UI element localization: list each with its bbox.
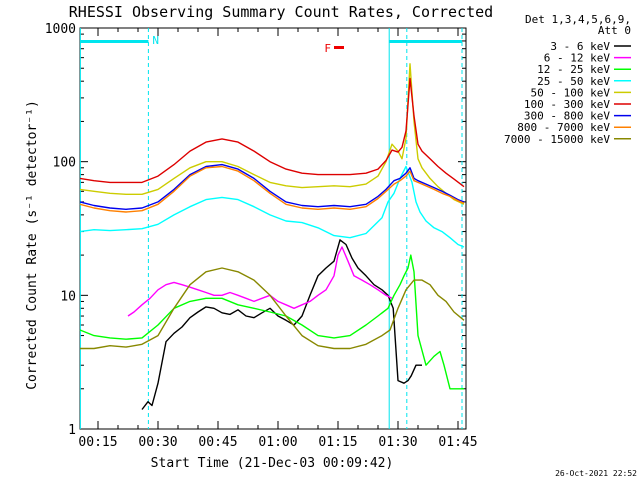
series-line-1 [127,246,393,317]
legend-label-7: 800 - 7000 keV [517,121,610,134]
legend-label-2: 12 - 25 keV [537,63,610,76]
series-line-0 [141,239,422,410]
legend-header-1: Att 0 [598,24,631,37]
y-tick-label-2: 100 [53,156,76,171]
legend-label-1: 6 - 12 keV [544,52,611,65]
attenuator-bar-label-0: N [152,34,159,47]
x-tick-label-0: 00:15 [78,435,117,450]
x-tick-label-2: 00:45 [198,435,237,450]
attenuator-bar-1 [389,40,462,43]
series-line-2 [79,254,464,390]
x-tick-label-5: 01:30 [378,435,417,450]
y-axis-label: Corrected Count Rate (s⁻¹ detector⁻¹) [25,100,40,390]
y-tick-label-3: 1000 [45,22,76,37]
x-tick-label-4: 01:15 [318,435,357,450]
series-line-8 [80,267,465,350]
chart-title: RHESSI Observing Summary Count Rates, Co… [69,3,493,21]
series-line-6 [79,163,465,211]
markers-layer: NF [79,28,463,429]
axis-ticks: 00:15 00:30 00:45 01:00 01:15 01:30 01:45 1 10 10… [45,22,478,450]
legend-label-5: 100 - 300 keV [524,98,610,111]
x-tick-label-3: 01:00 [258,435,297,450]
x-tick-label-1: 00:30 [138,435,177,450]
legend-label-3: 25 - 50 keV [537,75,610,88]
legend-label-8: 7000 - 15000 keV [504,133,610,146]
x-tick-label-6: 01:45 [438,435,477,450]
legend-header-0: Det 1,3,4,5,6,9, [525,13,631,26]
series-line-4 [79,63,465,205]
series-line-7 [79,165,465,213]
y-tick-label-0: 1 [68,423,76,438]
series-line-3 [79,165,465,248]
legend-label-4: 50 - 100 keV [531,86,611,99]
flare-marker-label: F [324,42,331,55]
series-line-5 [79,77,465,188]
legend-label-0: 3 - 6 keV [550,40,610,53]
series-layer [79,63,465,410]
x-axis-label: Start Time (21-Dec-03 00:09:42) [151,456,394,471]
footer-timestamp: 26-Oct-2021 22:52 [555,469,637,478]
legend-label-6: 300 - 800 keV [524,110,610,123]
flare-marker-bar [334,46,344,49]
y-tick-label-1: 10 [60,289,76,304]
attenuator-bar-0 [80,40,149,43]
